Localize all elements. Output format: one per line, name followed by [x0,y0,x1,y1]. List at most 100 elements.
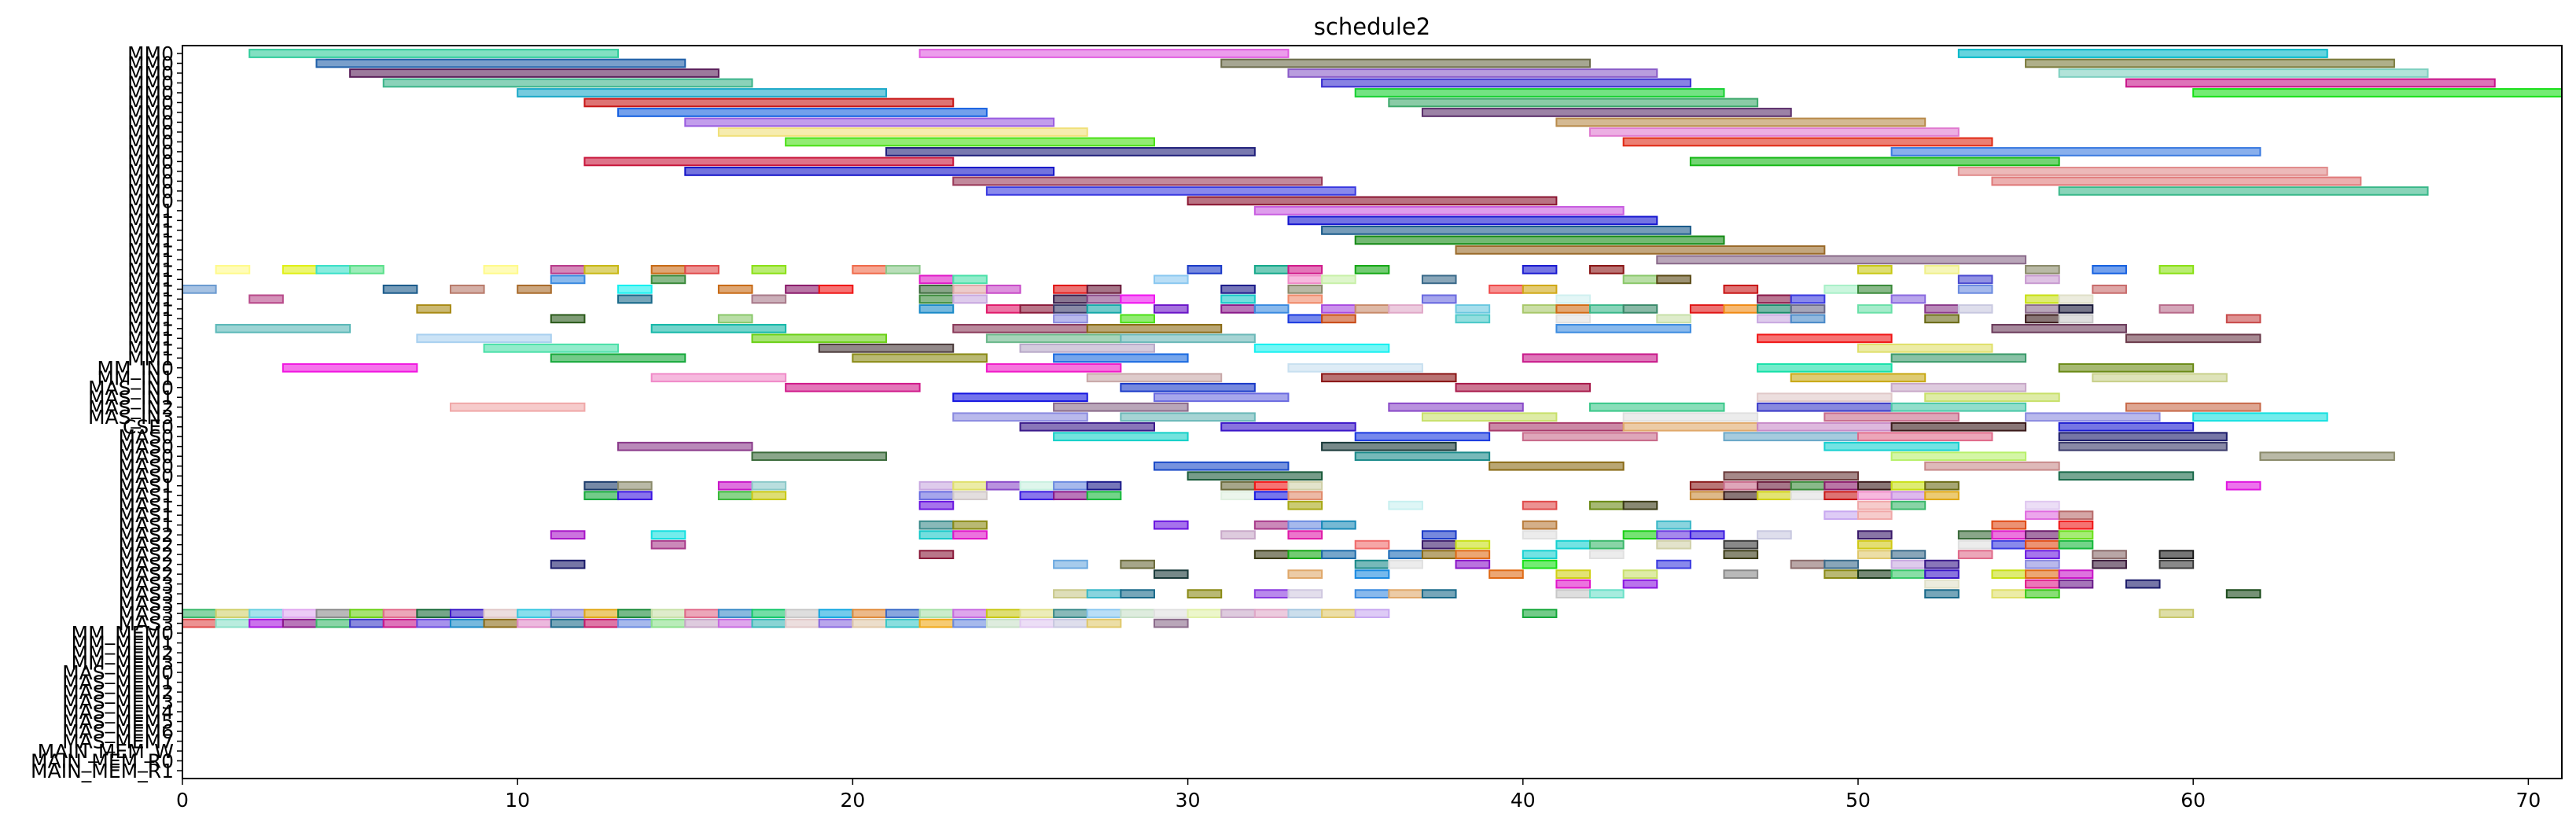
task-bar [1890,451,2027,462]
task-bar [918,284,955,294]
task-bar [1622,137,1993,147]
task-bar [315,264,351,274]
task-bar [1957,304,1993,314]
task-bar [1857,550,1893,560]
y-tick-label: MAS2 [119,534,174,557]
task-bar [483,343,620,353]
task-bar [952,294,988,304]
task-bar [182,284,217,294]
task-bar [1287,314,1323,324]
task-bar [2058,510,2094,521]
task-bar [1354,539,1390,550]
task-bar [1723,550,1759,560]
task-bar [2192,412,2328,422]
task-bar [1053,609,1088,618]
task-bar [1053,589,1088,598]
task-bar [1220,609,1256,618]
task-bar [1823,441,1960,451]
task-bar [550,264,586,274]
task-bar [1253,480,1290,491]
task-bar [2225,589,2261,598]
task-bar [1823,510,1859,521]
y-tick-label: MM0 [127,42,174,65]
task-bar [785,137,1155,147]
task-bar [2025,539,2060,550]
task-bar [1019,609,1055,618]
task-bar [1489,422,1625,432]
y-tick-label: MM_MEM1 [72,632,174,655]
task-bar [1421,412,1558,422]
task-bar [1790,373,1926,383]
task-bar [1388,500,1423,510]
y-tick-label: MM0 [127,52,174,75]
task-bar [1053,353,1189,363]
task-bar [1555,314,1592,324]
task-bar [617,491,653,501]
task-bar [1455,304,1491,314]
chart-title: schedule2 [1314,13,1430,40]
task-bar [1253,520,1290,530]
task-bar [1321,520,1356,530]
task-bar [1890,550,1926,560]
x-tick-label: 40 [1511,789,1536,812]
task-bar [952,480,988,491]
task-bar [1220,284,1256,294]
task-bar [1723,539,1759,550]
task-bar [1321,304,1356,314]
task-bar [2092,550,2127,560]
task-bar [918,618,955,628]
task-bar [1220,58,1592,68]
task-bar [2058,579,2094,589]
task-bar [1287,284,1323,294]
y-tick-label: MAS2 [119,543,174,566]
task-bar [717,480,753,491]
task-bar [1253,589,1290,598]
task-bar [1857,432,1993,442]
task-bar [248,618,284,628]
task-bar [1656,559,1691,569]
task-bar [1589,127,1960,137]
task-bar [918,304,955,314]
task-bar [1019,618,1055,628]
task-bar [1086,609,1122,618]
x-tick-label: 30 [1176,789,1201,812]
task-bar [1890,382,2027,392]
task-bar [1656,539,1691,550]
task-bar [1220,304,1256,314]
task-bar [1455,245,1826,255]
task-bar [1589,539,1625,550]
task-bar [1086,618,1122,628]
task-bar [650,274,686,285]
task-bar [1253,609,1290,618]
task-bar [717,609,753,618]
x-tick-label: 20 [840,789,865,812]
y-tick-label: MAS3 [119,573,174,596]
task-bar [583,156,955,167]
task-bar [617,441,753,451]
task-bar [1823,412,1960,422]
task-bar [1287,609,1323,618]
task-bar [550,559,586,569]
task-bar [2025,264,2060,274]
task-bar [1086,480,1122,491]
task-bar [1388,559,1423,569]
y-tick-label: MM1 [127,229,174,252]
task-bar [1287,550,1323,560]
task-bar [1187,196,1558,206]
y-tick-label: MAS_MEM1 [62,672,174,694]
task-bar [416,618,451,628]
task-bar [1220,491,1256,501]
task-bar [2025,294,2060,304]
task-bar [952,284,988,294]
task-bar [483,264,519,274]
task-bar [1757,363,1893,373]
task-bar [1823,491,1859,501]
bars-layer [182,49,2563,628]
task-bar [1120,333,1256,344]
task-bar [2092,264,2127,274]
task-bar [852,353,988,363]
task-bar [1656,274,1691,285]
y-tick-label: MAS0 [119,436,174,458]
task-bar [1287,264,1323,274]
y-tick-label: MM1 [127,288,174,311]
